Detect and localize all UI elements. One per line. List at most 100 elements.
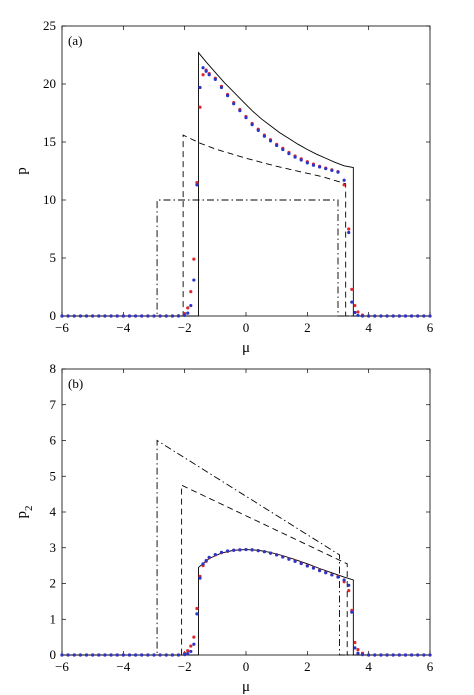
panel-a-series-solid-line	[62, 51, 430, 317]
panel-a-x-tick-label: −4	[116, 320, 130, 335]
panel-b-blue-data-point	[115, 653, 119, 657]
panel-a-ticks: −6 −4 −2 0 2 4 6 0 5 10 15 20 25	[43, 18, 434, 335]
panel-b-blue-data-point	[324, 571, 328, 575]
panel-b-y-axis-label: p2	[14, 506, 35, 519]
panel-b-blue-data-point	[192, 642, 196, 646]
panel-b-blue-data-point	[385, 653, 389, 657]
panel-b-lines	[62, 439, 430, 656]
panel-a-blue-data-point	[207, 73, 211, 77]
panel-b-blue-data-point	[207, 555, 211, 560]
panel-b-blue-data-point	[66, 653, 70, 657]
panel-a-x-tick-label: 0	[243, 320, 250, 335]
panel-a-blue-data-point	[262, 134, 266, 138]
panel-b-blue-data-point	[60, 653, 64, 657]
panel-a-blue-data-point	[268, 139, 273, 143]
panel-a-y-tick-label: 10	[43, 192, 56, 207]
panel-a-y-tick-label: 20	[43, 76, 56, 91]
panel-b-blue-data-point	[103, 653, 107, 657]
panel-b-blue-data-point	[134, 653, 138, 657]
panel-a-blue-data-point	[391, 314, 395, 318]
panel-b-blue-data-point	[281, 555, 285, 559]
panel-a-blue-data-point	[146, 314, 150, 318]
panel-a-label: (a)	[68, 33, 82, 48]
panel-a-x-tick-label: 4	[365, 320, 372, 335]
panel-a-blue-data-point	[373, 314, 377, 318]
panel-a-blue-data-point	[238, 109, 242, 113]
panel-a-blue-data-point	[256, 128, 260, 132]
panel-a-blue-data-point	[219, 85, 224, 90]
panel-a-blue-data-point	[422, 314, 426, 318]
panel-b-y-tick-label: 0	[50, 647, 57, 662]
panel-b-blue-data-point	[127, 653, 132, 657]
panel-b-x-tick-label: 4	[365, 659, 372, 674]
panel-b-blue-data-point	[397, 653, 401, 657]
panel-b-blue-data-point	[367, 653, 371, 657]
panel-a-plot-frame	[61, 25, 431, 317]
panel-a-x-tick-label: 6	[427, 320, 434, 335]
panel-a-blue-data-point	[121, 314, 125, 318]
panel-a-blue-data-point	[189, 303, 193, 308]
panel-a-red-data-point	[189, 290, 193, 294]
panel-b-red-data-point	[186, 649, 190, 653]
panel-a-blue-data-point	[109, 314, 113, 318]
panel-b-y-tick-label: 6	[50, 433, 57, 448]
panel-a-red-data-point	[195, 181, 199, 185]
panel-a-y-axis-label: p	[14, 167, 30, 175]
panel-b-blue-data-point	[379, 653, 383, 657]
panel-a-blue-data-point	[103, 314, 107, 318]
panel-a-blue-data-point	[134, 314, 138, 318]
panel-a-blue-data-point	[192, 278, 196, 282]
panel-b-blue-data-point	[195, 612, 199, 616]
panel-b-x-tick-label: 2	[304, 659, 311, 674]
panel-b-blue-data-point	[204, 559, 208, 563]
panel-b-x-tick-label: −4	[116, 659, 130, 674]
panel-a-blue-data-point	[97, 314, 101, 318]
panel-a-dots	[60, 66, 432, 318]
panel-b-y-axis-label-sub: 2	[23, 506, 35, 512]
panel-b-y-tick-label: 2	[50, 576, 57, 591]
panel-b-blue-data-point	[299, 561, 303, 566]
panel-b-blue-data-point	[244, 547, 248, 552]
panel-b-blue-data-point	[373, 653, 377, 657]
panel-b-red-data-point	[353, 640, 357, 645]
panel-a-red-data-point	[192, 257, 196, 261]
panel-b-blue-data-point	[176, 653, 181, 657]
panel-a-y-tick-label: 0	[50, 308, 57, 323]
panel-b-blue-data-point	[275, 553, 279, 557]
panel-b-blue-data-point	[91, 653, 95, 657]
panel-b-y-tick-label: 5	[50, 468, 57, 483]
panel-a-x-tick-label: −2	[178, 320, 192, 335]
panel-a-blue-data-point	[72, 314, 76, 318]
panel-a-series-dashed-line	[62, 134, 430, 317]
panel-a-y-axis-label-main: p	[14, 167, 30, 175]
panel-a-blue-data-point	[152, 314, 156, 318]
panel-b-x-axis-label: μ	[242, 679, 250, 695]
panel-a-chart: (a) μ p −6 −4 −2 0 2 4 6 0 5 10 15 20 25	[14, 18, 434, 356]
panel-a-red-data-point	[198, 105, 202, 109]
panel-b-x-tick-label: −6	[55, 659, 69, 674]
panel-a-blue-data-point	[164, 314, 168, 318]
panel-b-blue-data-point	[121, 653, 125, 657]
panel-a-red-data-point	[342, 183, 346, 187]
panel-a-blue-data-point	[403, 314, 408, 318]
panel-a-blue-data-point	[385, 314, 389, 318]
panel-b-blue-data-point	[164, 653, 168, 657]
panel-b-ticks: −6 −4 −2 0 2 4 6 0 1 2 3 4 5 6 7 8	[50, 361, 434, 674]
panel-b-blue-data-point	[428, 653, 432, 657]
panel-b-blue-data-point	[97, 653, 101, 657]
panel-a-red-data-point	[350, 287, 354, 291]
panel-a-blue-data-point	[330, 168, 334, 173]
panel-b-blue-data-point	[201, 562, 205, 566]
panel-a-blue-data-point	[428, 314, 432, 318]
panel-a-series-dashdot-line	[62, 199, 430, 317]
panel-b-y-tick-label: 7	[50, 397, 57, 412]
panel-a-blue-data-point	[195, 183, 199, 187]
panel-b-blue-data-point	[170, 653, 174, 657]
panel-a-blue-data-point	[115, 314, 119, 318]
panel-a-blue-data-point	[342, 178, 346, 182]
panel-a-blue-data-point	[66, 314, 70, 318]
panel-b-blue-data-point	[311, 566, 316, 570]
panel-b-red-data-point	[195, 606, 199, 611]
panel-a-blue-data-point	[347, 230, 351, 235]
